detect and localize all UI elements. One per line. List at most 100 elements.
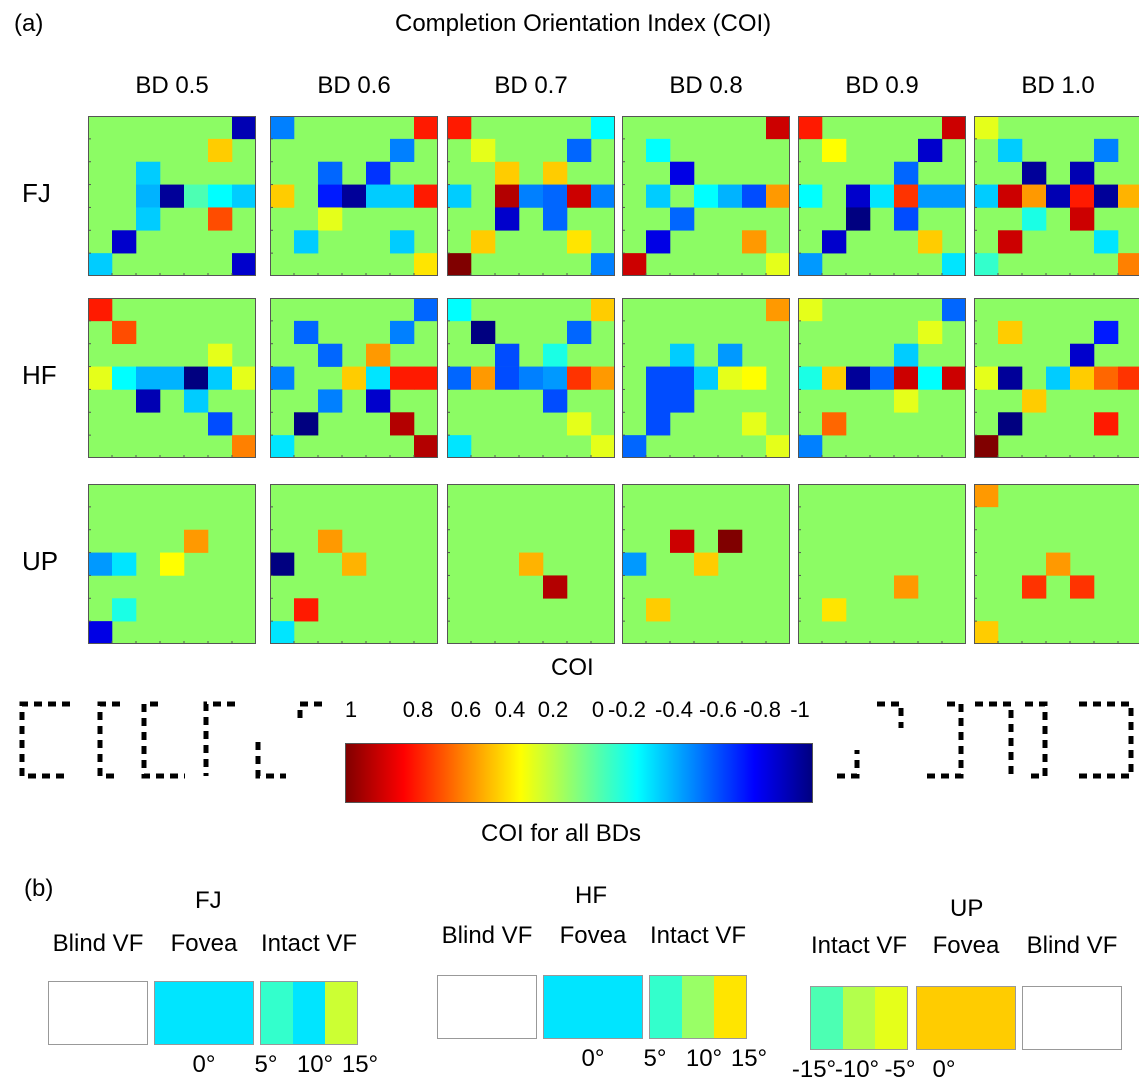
heatmap-panel: [974, 116, 1139, 276]
heatmap-cell: [822, 139, 846, 162]
heatmap-cell: [567, 367, 591, 390]
panel-b-region-label: Intact VF: [650, 922, 746, 950]
heatmap-panel: [798, 116, 966, 276]
column-header: BD 0.8: [626, 72, 786, 100]
heatmap-cell: [1094, 139, 1118, 162]
contour-full-bracket-right-icon: [1079, 704, 1131, 776]
heatmap-cell: [112, 321, 136, 344]
contour-full-bracket-icon: [22, 704, 70, 776]
panel-b-group-title: UP: [950, 895, 983, 923]
heatmap-cell: [1046, 553, 1070, 576]
heatmap-panel: [270, 116, 438, 276]
heatmap-cell: [208, 185, 232, 208]
heatmap-cell: [471, 367, 495, 390]
column-header: BD 0.6: [274, 72, 434, 100]
heatmap-cell: [718, 530, 742, 553]
heatmap-cell: [543, 185, 567, 208]
colorbar-tick-label: 0.4: [495, 697, 526, 723]
heatmap-cell: [646, 139, 670, 162]
colorbar-fill: [346, 744, 813, 803]
panel-b-tick-label: -5°: [885, 1056, 916, 1084]
heatmap-cell: [894, 575, 918, 598]
heatmap-cell: [208, 139, 232, 162]
heatmap-cell: [208, 344, 232, 367]
panel-b-tick-label: 15°: [731, 1045, 767, 1073]
heatmap-cell: [822, 230, 846, 253]
heatmap-cell: [208, 367, 232, 390]
heatmap-cell: [998, 321, 1022, 344]
panel-b-tick-label: 0°: [193, 1051, 216, 1079]
heatmap-cell: [670, 530, 694, 553]
heatmap-cell: [622, 553, 646, 576]
heatmap-cell: [208, 207, 232, 230]
heatmap-cell: [294, 321, 318, 344]
heatmap-cell: [232, 116, 256, 139]
colorbar-tick-label: -0.2: [608, 697, 646, 723]
heatmap-panel: [447, 484, 615, 644]
heatmap-cell: [694, 367, 718, 390]
colorbar-tick-label: -1: [790, 697, 810, 723]
panel-b-region-label: Fovea: [933, 932, 1000, 960]
heatmap-panel: [798, 484, 966, 644]
heatmap-cell: [1070, 575, 1094, 598]
colorbar-tick-label: 0.8: [403, 697, 434, 723]
heatmap-cell: [447, 116, 471, 139]
figure-title: Completion Orientation Index (COI): [395, 10, 771, 38]
figure-label-a: (a): [14, 10, 43, 38]
heatmap-cell: [591, 435, 615, 458]
contour-open-right-icon: [975, 704, 1011, 776]
heatmap-cell: [184, 530, 208, 553]
heatmap-cell: [646, 367, 670, 390]
heatmap-cell: [471, 139, 495, 162]
intact-vf-box: [260, 981, 358, 1045]
heatmap-cell: [998, 367, 1022, 390]
intact-vf-strip: [650, 976, 682, 1038]
heatmap-cell: [974, 484, 998, 507]
heatmap-cell: [894, 389, 918, 412]
heatmap-panel: [622, 298, 790, 458]
heatmap-cell: [942, 116, 966, 139]
heatmap-cell: [136, 367, 160, 390]
heatmap-cell: [766, 185, 790, 208]
heatmap-cell: [208, 412, 232, 435]
heatmap-cell: [232, 253, 256, 276]
panel-b-tick-label: 10°: [297, 1051, 333, 1079]
panel-b-group-title: FJ: [195, 887, 222, 915]
colorbar-tick-label: 1: [345, 697, 357, 723]
heatmap-cell: [294, 598, 318, 621]
panel-b-tick-label: 10°: [686, 1045, 722, 1073]
heatmap-panel: [88, 116, 256, 276]
heatmap-cell: [447, 185, 471, 208]
heatmap-cell: [1022, 575, 1046, 598]
heatmap-cell: [591, 253, 615, 276]
panel-b-tick-label: 0°: [933, 1056, 956, 1084]
heatmap-cell: [670, 162, 694, 185]
heatmap-cell: [543, 389, 567, 412]
heatmap-cell: [342, 185, 366, 208]
heatmap-cell: [742, 367, 766, 390]
heatmap-cell: [1094, 412, 1118, 435]
figure-label-b: (b): [24, 875, 53, 903]
heatmap-cell: [270, 435, 294, 458]
heatmap-cell: [414, 435, 438, 458]
heatmap-cell: [646, 598, 670, 621]
heatmap-cell: [567, 139, 591, 162]
fovea-box: [916, 986, 1016, 1050]
panel-b-region-label: Blind VF: [1027, 932, 1118, 960]
heatmap-cell: [894, 185, 918, 208]
heatmap-cell: [1046, 185, 1070, 208]
heatmap-cell: [112, 367, 136, 390]
heatmap-cell: [870, 367, 894, 390]
heatmap-cell: [942, 185, 966, 208]
heatmap-cell: [622, 435, 646, 458]
heatmap-panel: [270, 298, 438, 458]
intact-vf-box: [810, 986, 908, 1050]
heatmap-cell: [543, 367, 567, 390]
heatmap-cell: [270, 367, 294, 390]
heatmap-cell: [742, 412, 766, 435]
colorbar: [345, 743, 813, 803]
heatmap-cell: [766, 253, 790, 276]
heatmap-cell: [694, 553, 718, 576]
heatmap-cell: [846, 207, 870, 230]
intact-vf-strip: [682, 976, 714, 1038]
